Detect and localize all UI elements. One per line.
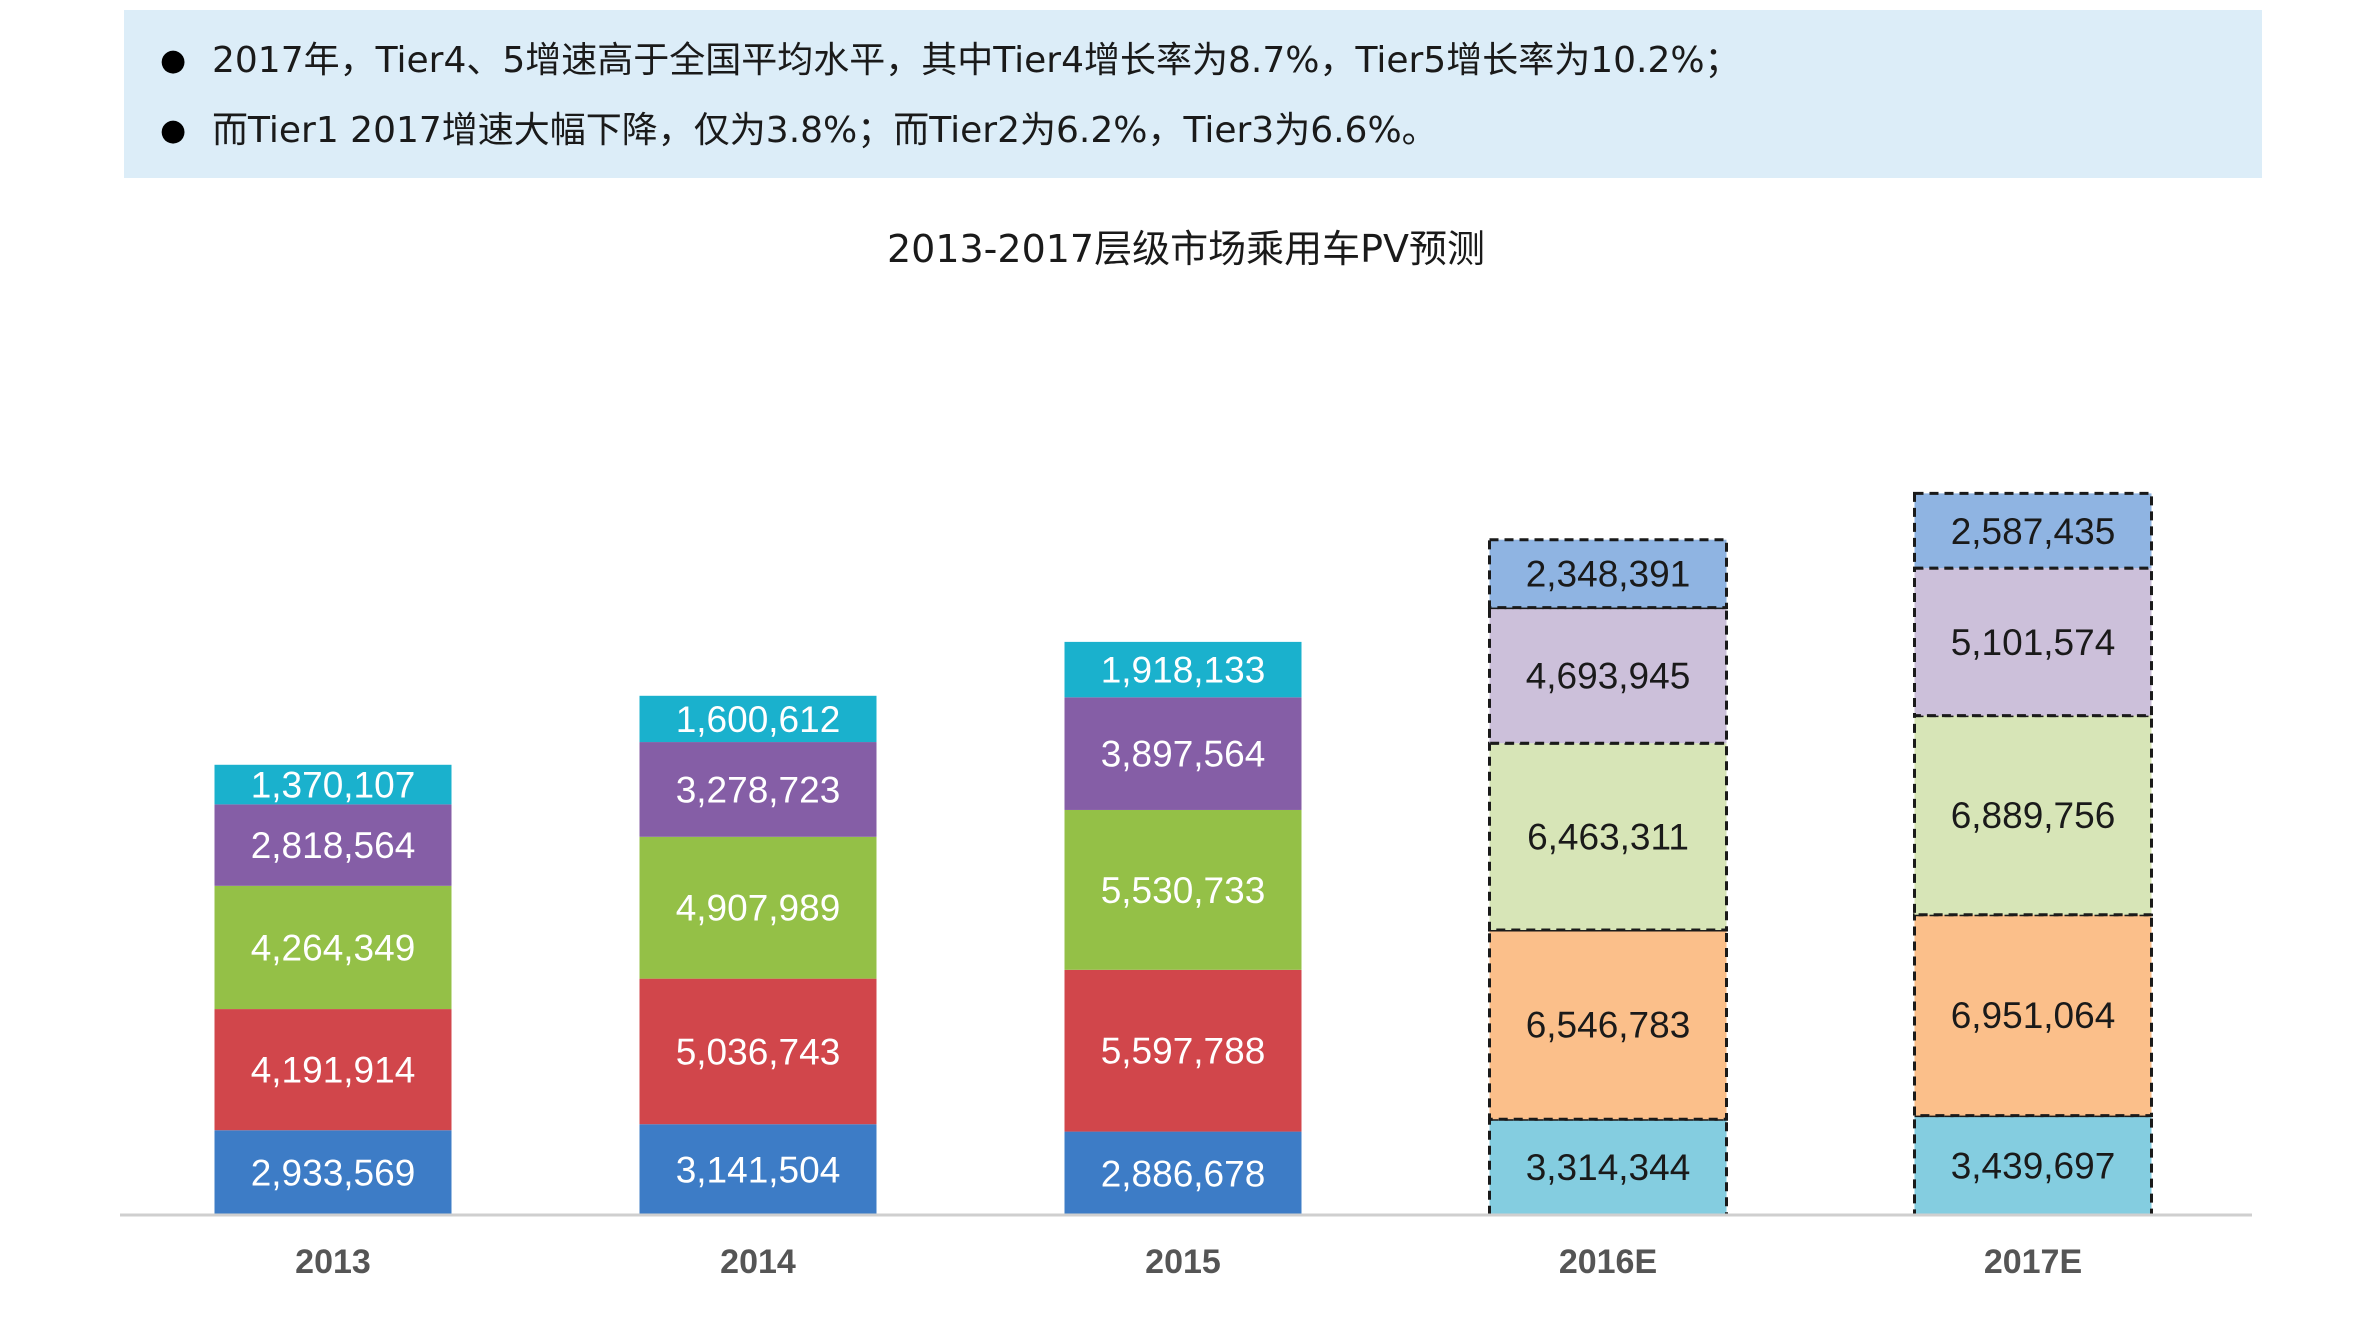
bar-segment — [1064, 969, 1302, 1132]
bar-segment — [1488, 1117, 1728, 1217]
bar-segment — [1064, 809, 1302, 970]
data-label: 3,278,723 — [676, 769, 841, 810]
bar-segment — [1064, 697, 1302, 810]
x-tick-label: 2013 — [295, 1243, 371, 1281]
bar-segment — [214, 1130, 452, 1215]
x-tick-label: 2016E — [1559, 1243, 1657, 1281]
bullet-icon: ● — [160, 113, 187, 148]
bar-segment — [214, 764, 452, 805]
note-line: ● 2017年，Tier4、5增速高于全国平均水平，其中Tier4增长率为8.7… — [124, 26, 2262, 96]
data-label: 4,191,914 — [251, 1050, 416, 1091]
bullet-icon: ● — [160, 43, 187, 78]
data-label: 1,600,612 — [676, 699, 841, 740]
bar-segment — [639, 742, 877, 837]
note-line: ● 而Tier1 2017增速大幅下降，仅为3.8%；而Tier2为6.2%，T… — [124, 96, 2262, 166]
bar-segment — [639, 695, 877, 743]
bar-segment — [1913, 491, 2153, 570]
bar-segment — [639, 1124, 877, 1215]
bar-segment — [1913, 913, 2153, 1118]
data-label: 6,546,783 — [1526, 1005, 1691, 1046]
bar-segment — [214, 885, 452, 1010]
data-label: 5,597,788 — [1101, 1031, 1266, 1072]
bar-segment — [1488, 741, 1728, 932]
data-label: 6,951,064 — [1951, 995, 2116, 1036]
data-label: 4,907,989 — [676, 888, 841, 929]
data-label: 3,314,344 — [1526, 1147, 1691, 1188]
bar-segment — [1913, 714, 2153, 917]
data-label: 6,889,756 — [1951, 795, 2116, 836]
data-label: 4,264,349 — [251, 927, 416, 968]
data-label: 2,818,564 — [251, 825, 416, 866]
bar-segment — [639, 836, 877, 979]
bar-segment — [639, 978, 877, 1125]
data-label: 4,693,945 — [1526, 655, 1691, 696]
data-label: 3,897,564 — [1101, 734, 1266, 775]
data-label: 2,886,678 — [1101, 1153, 1266, 1194]
data-label: 5,101,574 — [1951, 622, 2116, 663]
bar-segment — [1064, 1131, 1302, 1215]
data-label: 3,141,504 — [676, 1150, 841, 1191]
bar-segment — [1488, 538, 1728, 610]
data-label: 3,439,697 — [1951, 1145, 2116, 1186]
data-label: 2,348,391 — [1526, 554, 1691, 595]
bar-segment — [214, 804, 452, 886]
data-label: 1,370,107 — [251, 765, 416, 806]
data-label: 5,036,743 — [676, 1031, 841, 1072]
note-text: 2017年，Tier4、5增速高于全国平均水平，其中Tier4增长率为8.7%，… — [212, 40, 1741, 81]
data-label: 2,933,569 — [251, 1153, 416, 1194]
data-label: 5,530,733 — [1101, 870, 1266, 911]
bar-segment — [1913, 1114, 2153, 1217]
bar-segment — [1488, 606, 1728, 745]
data-label: 6,463,311 — [1527, 817, 1689, 858]
bar-segment — [1064, 641, 1302, 698]
data-label: 2,587,435 — [1951, 511, 2116, 552]
bar-segment — [214, 1009, 452, 1131]
x-tick-label: 2017E — [1984, 1243, 2082, 1281]
chart-title: 2013-2017层级市场乘用车PV预测 — [886, 227, 1486, 271]
note-text: 而Tier1 2017增速大幅下降，仅为3.8%；而Tier2为6.2%，Tie… — [212, 110, 1438, 151]
bar-segment — [1488, 928, 1728, 1121]
summary-notes: ● 2017年，Tier4、5增速高于全国平均水平，其中Tier4增长率为8.7… — [124, 10, 2262, 178]
data-label: 1,918,133 — [1101, 650, 1266, 691]
x-tick-label: 2015 — [1145, 1243, 1221, 1281]
x-tick-label: 2014 — [720, 1243, 796, 1281]
bar-segment — [1913, 566, 2153, 718]
